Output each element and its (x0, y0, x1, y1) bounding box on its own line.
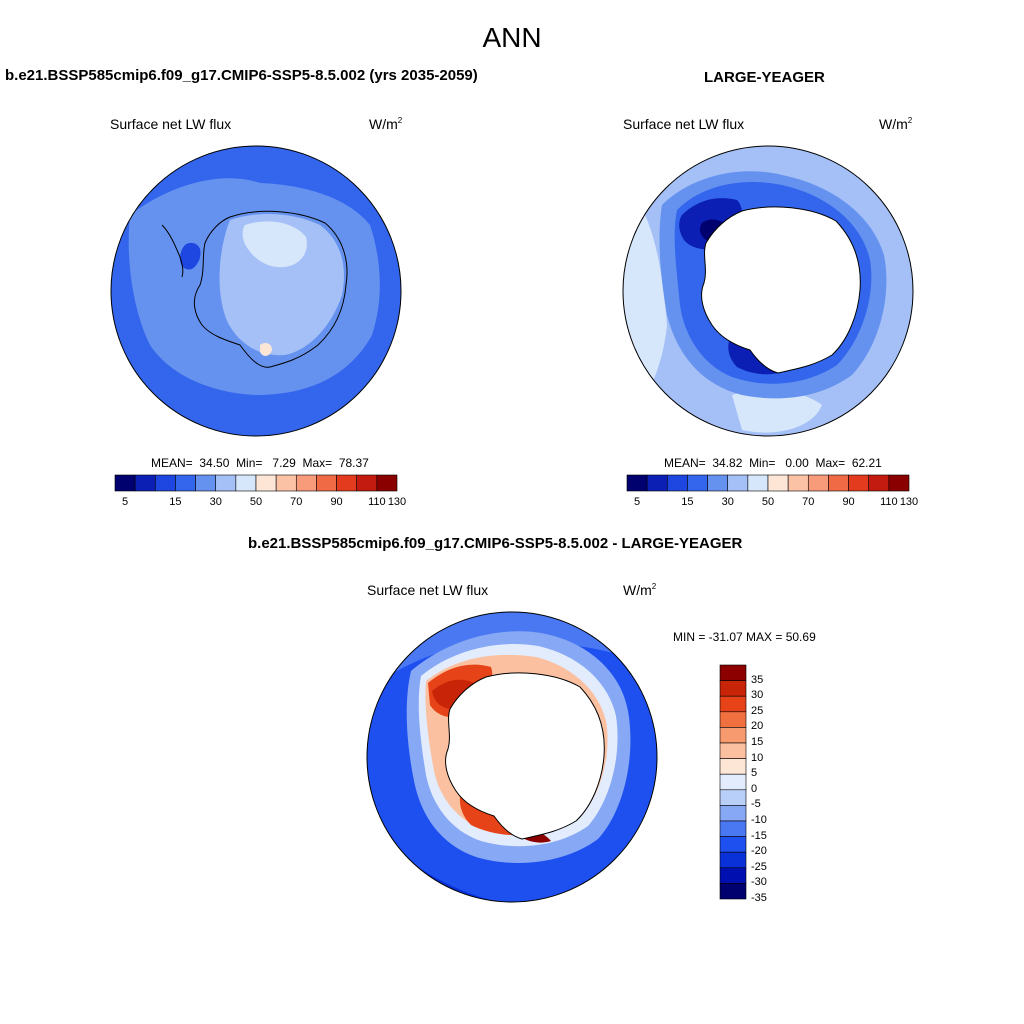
left-colorbar-swatch (376, 474, 398, 492)
left-colorbar-tick-label: 130 (387, 496, 407, 508)
right-colorbar-tick-label: 110 (880, 496, 898, 508)
left-stats: MEAN= 34.50 Min= 7.29 Max= 78.37 (151, 456, 369, 470)
diff-colorbar-tick-label: -15 (751, 829, 767, 842)
right-case-title: LARGE-YEAGER (704, 69, 825, 86)
left-colorbar-swatch (154, 474, 176, 492)
right-colorbar-swatch (727, 474, 749, 492)
right-colorbar-swatch (747, 474, 769, 492)
diff-case-title: b.e21.BSSP585cmip6.f09_g17.CMIP6-SSP5-8.… (248, 535, 743, 552)
right-colorbar-swatch (868, 474, 890, 492)
left-colorbar-swatch (275, 474, 297, 492)
diff-colorbar-swatch (719, 851, 747, 869)
diff-minmax: MIN = -31.07 MAX = 50.69 (673, 630, 816, 644)
right-colorbar-tick-label: 90 (842, 496, 855, 508)
diff-colorbar-swatch (719, 867, 747, 884)
left-colorbar-swatch (134, 474, 156, 492)
diff-colorbar-swatch (719, 789, 747, 806)
right-colorbar-swatch (687, 474, 708, 492)
diff-colorbar-swatch (719, 727, 747, 744)
diff-colorbar-swatch (719, 883, 747, 900)
left-colorbar-swatch (215, 474, 237, 492)
diff-polar-map (366, 611, 658, 903)
right-variable-label: Surface net LW flux (623, 116, 745, 132)
diff-colorbar-swatch (719, 773, 747, 791)
diff-variable-label: Surface net LW flux (367, 582, 489, 598)
left-colorbar-swatch (316, 474, 337, 492)
diff-colorbar-swatch (719, 695, 747, 713)
right-colorbar-swatch (888, 474, 910, 492)
diff-colorbar-tick-label: 5 (751, 767, 758, 780)
right-colorbar-swatch (666, 474, 688, 492)
left-colorbar-swatch (175, 474, 196, 492)
left-colorbar-tick-label: 15 (169, 496, 182, 508)
right-colorbar-tick-label: 5 (634, 496, 641, 508)
diff-colorbar-swatch (719, 836, 747, 853)
right-colorbar-tick-label: 15 (681, 496, 694, 508)
right-stats: MEAN= 34.82 Min= 0.00 Max= 62.21 (664, 456, 882, 470)
left-colorbar-swatch (295, 474, 317, 492)
diff-colorbar-tick-label: -10 (751, 814, 767, 826)
left-colorbar-swatch (356, 474, 378, 492)
left-colorbar-tick-label: 70 (290, 496, 303, 508)
diff-units-label: W/m2 (623, 582, 657, 598)
diff-colorbar-swatch (719, 820, 747, 837)
left-colorbar-swatch (235, 474, 257, 492)
right-units-label: W/m2 (879, 116, 913, 132)
diff-colorbar-tick-label: -5 (751, 798, 761, 811)
left-variable-label: Surface net LW flux (110, 116, 232, 132)
diff-colorbar-tick-label: 35 (751, 673, 764, 686)
left-colorbar (114, 474, 398, 492)
diff-colorbar (719, 664, 747, 900)
right-colorbar-swatch (767, 474, 789, 492)
right-polar-map (622, 145, 914, 437)
diff-colorbar-tick-label: -30 (751, 876, 767, 889)
right-colorbar (626, 474, 910, 492)
diff-colorbar-tick-label: -35 (751, 892, 767, 904)
diff-colorbar-swatch (719, 805, 747, 822)
left-colorbar-swatch (336, 474, 358, 492)
diff-colorbar-tick-label: 15 (751, 736, 764, 748)
diff-colorbar-swatch (719, 664, 747, 681)
right-colorbar-swatch (646, 474, 668, 492)
right-colorbar-tick-label: 70 (802, 496, 815, 508)
left-colorbar-tick-label: 110 (368, 496, 386, 508)
diff-colorbar-tick-label: 20 (751, 720, 764, 733)
right-colorbar-tick-label: 130 (899, 496, 919, 508)
right-colorbar-tick-label: 50 (761, 496, 775, 508)
diff-colorbar-swatch (719, 758, 747, 775)
right-colorbar-swatch (787, 474, 809, 492)
diff-colorbar-swatch (719, 680, 747, 697)
diff-colorbar-tick-label: -20 (751, 845, 767, 858)
left-colorbar-swatch (255, 474, 277, 492)
right-colorbar-swatch (707, 474, 729, 492)
diff-colorbar-tick-label: -25 (751, 860, 767, 873)
right-colorbar-swatch (626, 474, 648, 492)
left-colorbar-tick-label: 90 (330, 496, 343, 508)
left-polar-map (110, 145, 402, 437)
left-colorbar-tick-label: 50 (249, 496, 263, 508)
right-colorbar-swatch (848, 474, 870, 492)
left-units-label: W/m2 (369, 116, 403, 132)
right-colorbar-swatch (807, 474, 829, 492)
diff-colorbar-tick-label: 0 (751, 782, 758, 795)
page-title: ANN (482, 22, 542, 53)
left-case-title: b.e21.BSSP585cmip6.f09_g17.CMIP6-SSP5-8.… (5, 67, 478, 84)
diff-colorbar-tick-label: 10 (751, 751, 764, 764)
left-colorbar-swatch (195, 474, 217, 492)
diff-colorbar-tick-label: 30 (751, 689, 764, 702)
right-colorbar-swatch (828, 474, 849, 492)
diff-colorbar-swatch (719, 711, 747, 728)
left-colorbar-tick-label: 30 (209, 496, 222, 508)
right-colorbar-tick-label: 30 (721, 496, 734, 508)
left-colorbar-swatch (114, 474, 136, 492)
diff-colorbar-swatch (719, 742, 747, 759)
diff-colorbar-tick-label: 25 (751, 704, 764, 717)
left-colorbar-tick-label: 5 (122, 496, 129, 508)
